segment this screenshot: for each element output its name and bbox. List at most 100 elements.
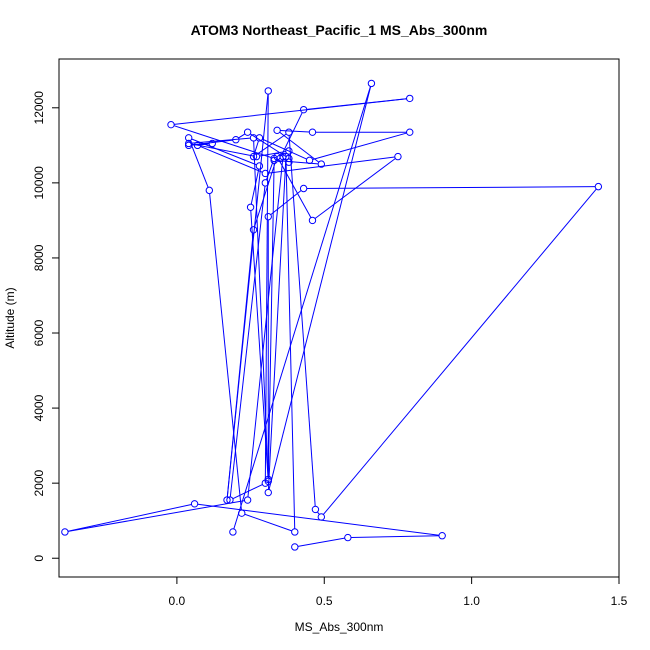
series-segment <box>322 188 597 515</box>
data-point <box>308 128 317 136</box>
y-axis-label: Altitude (m) <box>3 287 17 348</box>
series-segment <box>229 185 266 497</box>
series-segment <box>351 535 439 539</box>
plot-frame <box>58 58 620 578</box>
data-point <box>264 475 272 484</box>
y-tick-label: 8000 <box>32 244 46 271</box>
series-segment <box>233 86 371 530</box>
series-segment <box>278 159 312 218</box>
series-segment <box>191 138 257 166</box>
data-point <box>305 156 314 165</box>
series-segment <box>259 151 286 157</box>
series-segment <box>174 98 407 125</box>
series-segment <box>254 159 277 227</box>
data-point <box>223 496 231 504</box>
data-point <box>285 128 293 136</box>
series-segment <box>267 159 287 490</box>
data-point <box>255 134 264 142</box>
data-point <box>282 152 290 161</box>
series-segment <box>253 141 269 477</box>
data-point <box>205 186 214 195</box>
y-axis: 0 2000 4000 6000 8000 10000 12000 <box>32 91 60 562</box>
series-segment <box>250 210 269 479</box>
x-tick-label: 1.0 <box>463 594 480 608</box>
series-segment <box>312 132 407 160</box>
series-segment <box>191 143 254 157</box>
data-point <box>246 203 255 211</box>
data-point <box>226 496 234 504</box>
series-segment <box>244 513 292 532</box>
data-point <box>167 120 175 129</box>
series-segment <box>267 163 275 479</box>
data-point <box>317 513 326 521</box>
series-segment <box>279 131 320 163</box>
data-point <box>61 528 69 536</box>
series-segment <box>238 133 246 139</box>
series-lines <box>67 86 597 547</box>
data-point <box>243 496 252 504</box>
x-tick-label: 1.5 <box>611 594 628 608</box>
data-point <box>308 216 317 225</box>
y-tick-label: 4000 <box>32 394 46 421</box>
series-segment <box>288 135 316 507</box>
series-segment <box>247 159 284 497</box>
series-segment <box>297 537 345 547</box>
data-point <box>184 139 193 148</box>
x-tick-label: 0.5 <box>316 594 333 608</box>
data-point <box>273 126 281 135</box>
data-point <box>232 136 240 144</box>
series-segment <box>317 511 320 515</box>
series-segment <box>306 186 596 189</box>
data-point <box>291 543 299 551</box>
data-point <box>264 87 272 95</box>
data-point <box>264 488 272 497</box>
data-point <box>238 509 246 517</box>
series-segment <box>250 169 260 205</box>
data-point <box>208 139 216 148</box>
data-point <box>285 147 293 155</box>
data-point <box>243 128 252 136</box>
series-segment <box>191 139 233 146</box>
series-segment <box>268 86 372 490</box>
data-point <box>394 152 402 161</box>
data-point <box>438 532 446 540</box>
y-tick-label: 12000 <box>32 91 46 125</box>
data-point <box>406 128 414 136</box>
series-segment <box>191 137 251 144</box>
data-point <box>264 212 272 221</box>
data-point <box>299 184 308 193</box>
data-point <box>255 162 264 170</box>
data-point <box>594 182 603 191</box>
series-segment <box>262 138 307 160</box>
data-point <box>270 156 278 165</box>
y-tick-label: 0 <box>32 555 46 562</box>
data-point <box>311 505 320 514</box>
x-axis: 0.0 0.5 1.0 1.5 <box>169 576 628 608</box>
series-segment <box>270 190 302 216</box>
data-point <box>249 152 258 161</box>
series-points <box>61 79 603 551</box>
x-axis-label: MS_Abs_300nm <box>295 620 384 634</box>
series-segment <box>67 503 192 532</box>
data-point <box>261 169 270 178</box>
y-tick-label: 10000 <box>32 166 46 200</box>
data-point <box>249 134 258 142</box>
series-segment <box>268 156 395 174</box>
series-segment <box>197 503 440 536</box>
series-segment <box>254 140 259 154</box>
data-point <box>193 141 202 150</box>
data-point <box>261 179 270 187</box>
data-point <box>299 105 308 114</box>
series-segment <box>209 193 242 511</box>
data-point <box>406 94 414 103</box>
data-point <box>264 477 272 485</box>
data-point <box>291 528 299 536</box>
data-point <box>317 160 326 168</box>
series-segment <box>189 140 209 188</box>
series-segment <box>232 484 263 500</box>
data-point <box>184 134 193 142</box>
chart-title: ATOM3 Northeast_Pacific_1 MS_Abs_300nm <box>191 22 488 38</box>
series-segment <box>226 232 254 497</box>
data-point <box>285 158 293 166</box>
